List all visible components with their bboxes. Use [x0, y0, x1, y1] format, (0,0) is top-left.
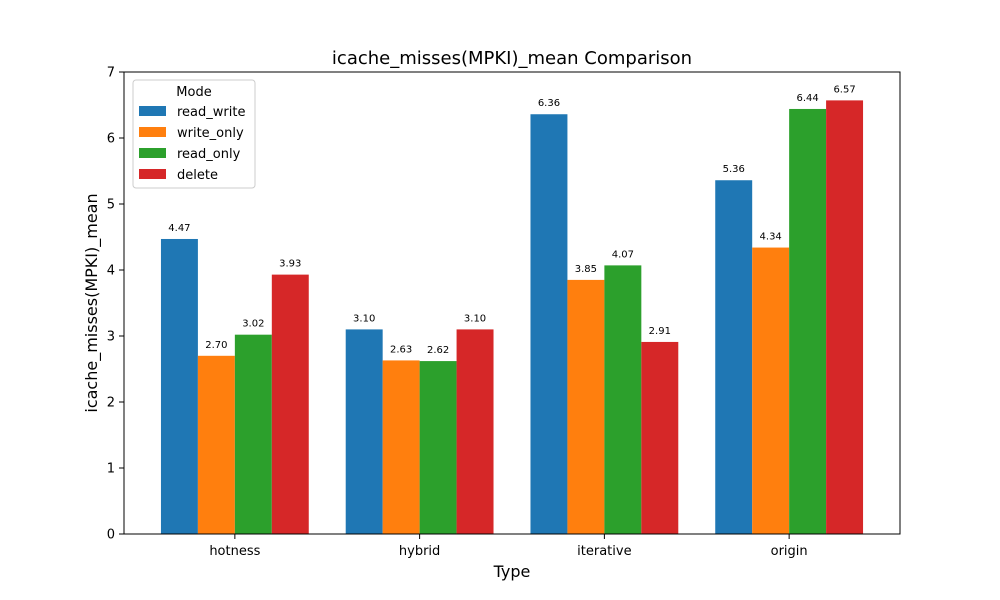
bar-value-label: 6.57 [833, 84, 855, 95]
bar-delete-hotness [271, 274, 309, 534]
legend-label: read_write [177, 105, 245, 120]
legend-label: delete [177, 168, 218, 183]
bar-value-label: 2.63 [390, 344, 412, 355]
bar-read_only-iterative [604, 265, 642, 534]
bar-value-label: 3.10 [464, 313, 486, 324]
y-tick-label: 3 [107, 330, 115, 345]
legend-swatch [139, 169, 166, 179]
y-tick-label: 7 [107, 66, 115, 81]
x-tick-label: iterative [577, 544, 631, 559]
bar-write_only-hybrid [382, 360, 420, 534]
bar-value-label: 4.07 [612, 249, 634, 260]
y-tick-label: 0 [107, 528, 115, 543]
y-tick-label: 6 [107, 132, 115, 147]
legend-label: read_only [177, 147, 241, 162]
bar-read_only-hotness [234, 334, 272, 534]
bar-value-label: 4.47 [168, 223, 190, 234]
bar-value-label: 3.85 [575, 264, 597, 275]
bar-delete-iterative [641, 341, 679, 534]
bar-value-label: 5.36 [723, 164, 745, 175]
y-axis: 0 1 2 3 4 5 6 7 [107, 66, 124, 543]
bar-read_write-origin [715, 180, 753, 535]
y-axis-label: icache_misses(MPKI)_mean [82, 193, 102, 412]
bar-read_write-hybrid [345, 329, 383, 534]
bar-write_only-hotness [197, 355, 235, 534]
y-tick-label: 5 [107, 198, 115, 213]
bar-read_write-hotness [160, 238, 198, 535]
bar-value-label: 3.02 [242, 319, 264, 330]
legend-swatch [139, 106, 166, 116]
plot-frame [123, 71, 901, 535]
bar-read_only-hybrid [419, 361, 457, 534]
bar-value-label: 3.10 [353, 313, 375, 324]
chart-title: icache_misses(MPKI)_mean Comparison [332, 48, 692, 69]
bar-read_write-iterative [530, 114, 568, 535]
legend-title: Mode [176, 85, 211, 100]
y-tick-label: 1 [107, 462, 115, 477]
bar-write_only-iterative [567, 279, 605, 534]
x-tick-label: origin [771, 544, 808, 559]
bar-value-label: 3.93 [279, 259, 301, 270]
legend-label: write_only [177, 126, 244, 141]
x-tick-label: hybrid [399, 544, 440, 559]
bar-write_only-origin [752, 247, 790, 534]
legend-swatch [139, 148, 166, 158]
bar-value-label: 2.91 [649, 326, 671, 337]
bar-value-label: 6.36 [538, 98, 560, 109]
x-axis: hotness hybrid iterative origin [209, 534, 808, 559]
bar-value-label: 6.44 [796, 93, 818, 104]
bar-delete-hybrid [456, 329, 494, 534]
x-tick-label: hotness [209, 544, 260, 559]
legend-swatch [139, 127, 166, 137]
y-tick-label: 4 [107, 264, 115, 279]
bar-delete-origin [826, 100, 864, 534]
bar-labels-layer: 4.47 2.70 3.02 3.93 3.10 2.63 2.62 3.10 6.36 3.85… [168, 84, 855, 356]
bar-read_only-origin [789, 108, 827, 535]
x-axis-label: Type [493, 562, 531, 581]
bars-layer [160, 100, 864, 535]
bar-value-label: 2.70 [205, 340, 227, 351]
y-tick-label: 2 [107, 396, 115, 411]
bar-value-label: 2.62 [427, 345, 449, 356]
bar-value-label: 4.34 [760, 232, 782, 243]
